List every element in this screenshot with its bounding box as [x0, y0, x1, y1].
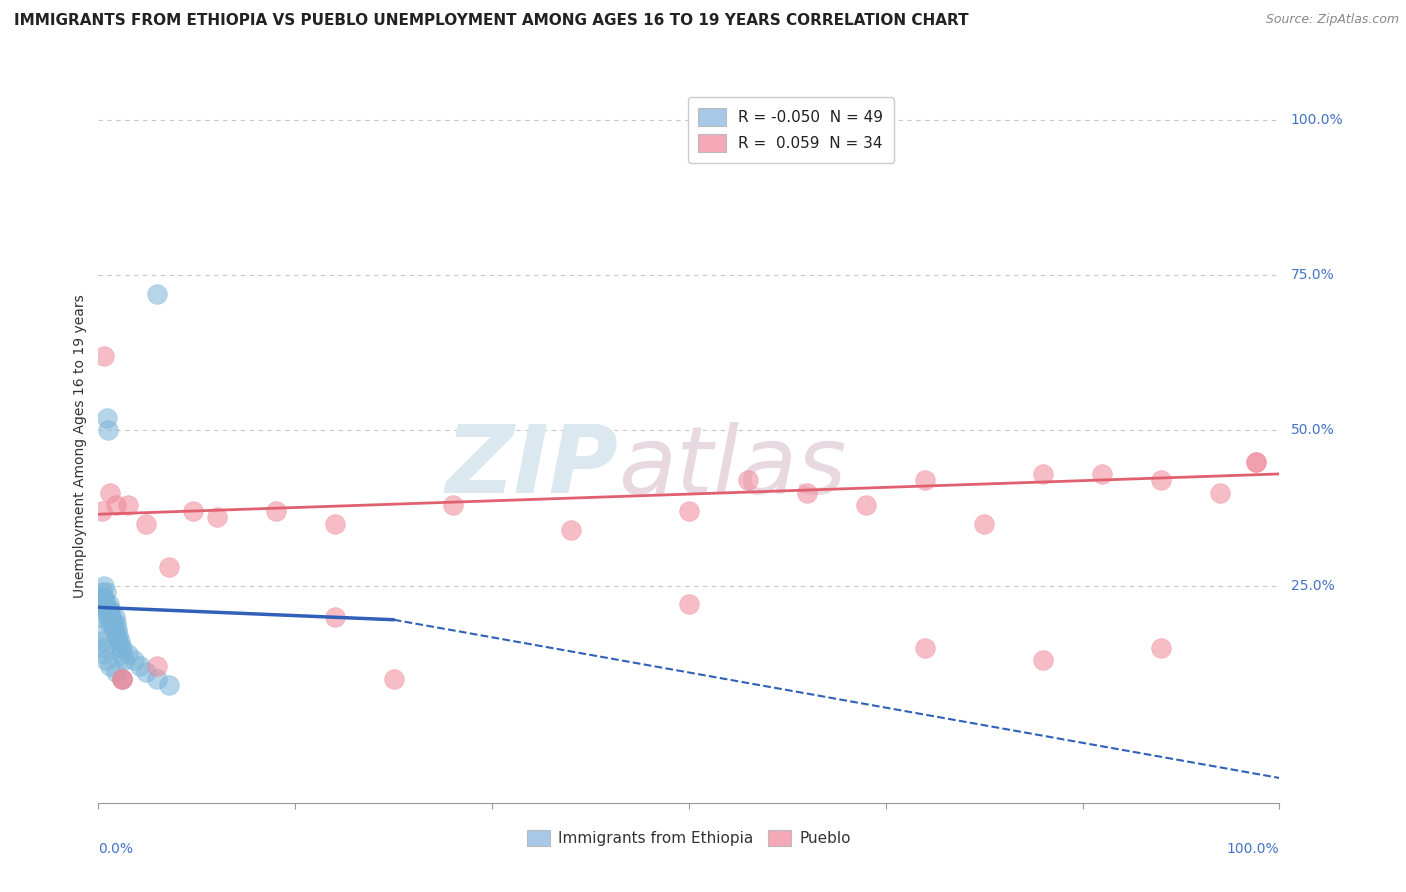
Point: [90, 628, 112, 642]
Point: [135, 665, 157, 680]
Point: [128, 659, 150, 673]
Point: [1091, 467, 1114, 481]
Point: [91, 634, 114, 648]
Point: [107, 634, 129, 648]
Point: [111, 647, 134, 661]
Point: [91, 640, 114, 655]
Point: [91, 591, 114, 605]
Point: [105, 498, 128, 512]
Point: [94, 597, 117, 611]
Point: [323, 516, 346, 531]
Point: [205, 510, 228, 524]
Point: [91, 584, 114, 599]
Point: [111, 672, 134, 686]
Point: [796, 485, 818, 500]
Point: [100, 609, 122, 624]
Point: [560, 523, 582, 537]
Point: [323, 609, 346, 624]
Point: [441, 498, 464, 512]
Point: [1032, 653, 1054, 667]
Point: [117, 498, 139, 512]
Point: [1150, 640, 1173, 655]
Text: IMMIGRANTS FROM ETHIOPIA VS PUEBLO UNEMPLOYMENT AMONG AGES 16 TO 19 YEARS CORREL: IMMIGRANTS FROM ETHIOPIA VS PUEBLO UNEMP…: [14, 13, 969, 29]
Point: [91, 597, 114, 611]
Point: [94, 653, 117, 667]
Point: [1244, 454, 1267, 468]
Point: [107, 628, 129, 642]
Point: [1244, 454, 1267, 468]
Point: [181, 504, 204, 518]
Point: [100, 609, 122, 624]
Point: [98, 603, 121, 617]
Point: [108, 634, 131, 648]
Text: ZIP: ZIP: [446, 421, 619, 514]
Point: [105, 622, 128, 636]
Point: [914, 473, 936, 487]
Point: [101, 615, 124, 630]
Point: [104, 609, 127, 624]
Point: [103, 622, 125, 636]
Text: 50.0%: 50.0%: [1291, 424, 1334, 437]
Text: 0.0%: 0.0%: [98, 842, 134, 855]
Point: [146, 287, 169, 301]
Point: [91, 603, 114, 617]
Point: [96, 411, 118, 425]
Point: [98, 603, 121, 617]
Point: [97, 424, 120, 438]
Point: [93, 591, 115, 605]
Point: [91, 504, 114, 518]
Point: [90, 609, 112, 624]
Point: [98, 485, 121, 500]
Text: 100.0%: 100.0%: [1291, 113, 1343, 128]
Point: [111, 672, 134, 686]
Point: [146, 672, 169, 686]
Point: [264, 504, 287, 518]
Point: [105, 628, 128, 642]
Point: [855, 498, 877, 512]
Legend: Immigrants from Ethiopia, Pueblo: Immigrants from Ethiopia, Pueblo: [522, 824, 856, 852]
Point: [93, 579, 115, 593]
Point: [146, 659, 169, 673]
Text: Source: ZipAtlas.com: Source: ZipAtlas.com: [1265, 13, 1399, 27]
Point: [111, 672, 134, 686]
Point: [1209, 485, 1232, 500]
Point: [98, 659, 121, 673]
Point: [157, 678, 180, 692]
Point: [93, 647, 115, 661]
Point: [94, 584, 117, 599]
Point: [112, 653, 135, 667]
Point: [98, 615, 121, 630]
Point: [678, 504, 700, 518]
Point: [737, 473, 759, 487]
Text: 75.0%: 75.0%: [1291, 268, 1334, 283]
Point: [101, 615, 124, 630]
Point: [135, 516, 157, 531]
Point: [1032, 467, 1054, 481]
Point: [93, 349, 115, 363]
Point: [96, 603, 118, 617]
Point: [110, 640, 132, 655]
Point: [122, 653, 145, 667]
Point: [157, 560, 180, 574]
Point: [98, 597, 121, 611]
Point: [105, 615, 128, 630]
Point: [117, 647, 139, 661]
Point: [382, 672, 405, 686]
Point: [111, 640, 134, 655]
Text: 100.0%: 100.0%: [1227, 842, 1279, 855]
Point: [678, 597, 700, 611]
Point: [914, 640, 936, 655]
Text: atlas: atlas: [619, 422, 846, 513]
Point: [1150, 473, 1173, 487]
Y-axis label: Unemployment Among Ages 16 to 19 years: Unemployment Among Ages 16 to 19 years: [73, 294, 87, 598]
Point: [97, 609, 120, 624]
Text: 25.0%: 25.0%: [1291, 579, 1334, 592]
Point: [105, 665, 128, 680]
Point: [973, 516, 995, 531]
Point: [103, 622, 125, 636]
